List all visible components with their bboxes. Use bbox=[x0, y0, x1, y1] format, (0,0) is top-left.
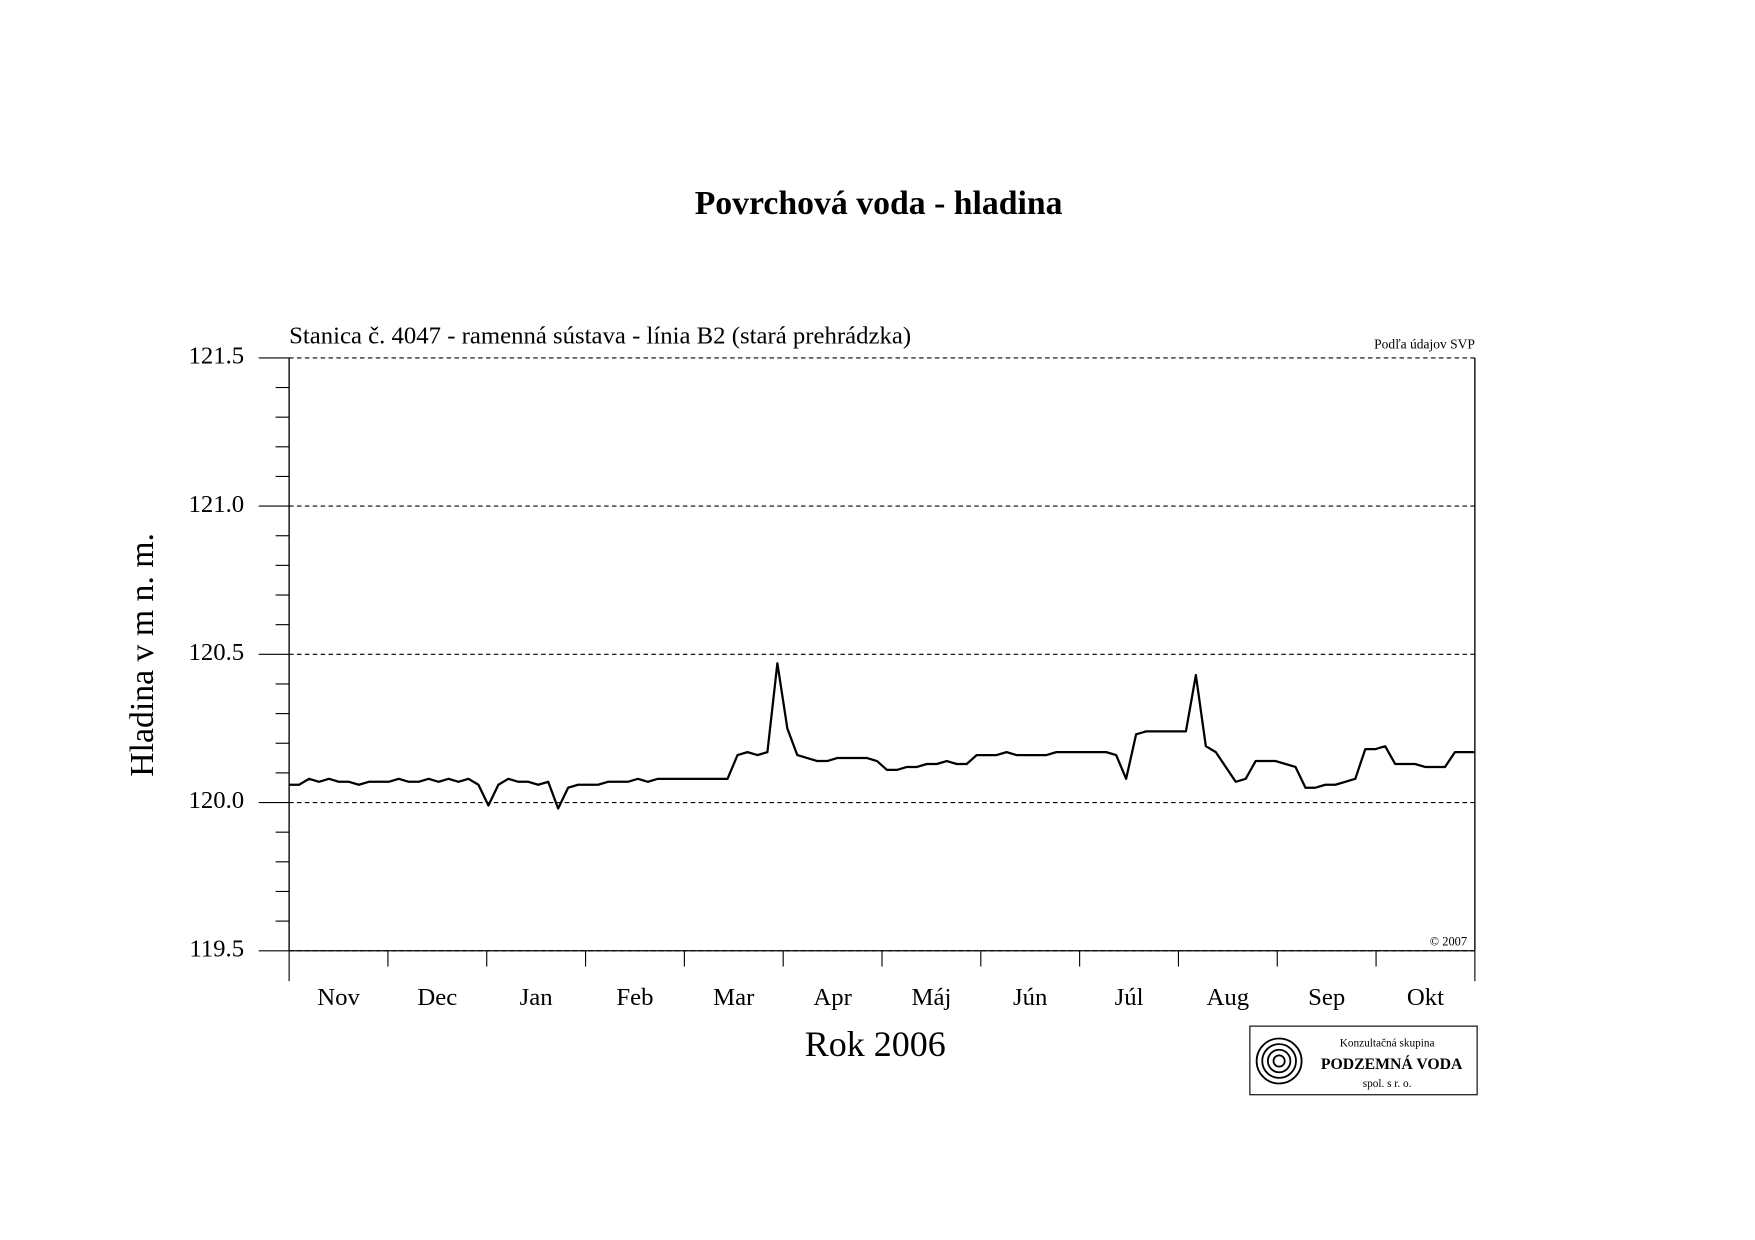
x-tick-label: Mar bbox=[713, 984, 755, 1011]
y-tick-label: 120.0 bbox=[188, 787, 244, 814]
y-tick-label: 119.5 bbox=[189, 935, 244, 962]
y-tick-label: 121.0 bbox=[188, 491, 244, 518]
data-line bbox=[289, 662, 1475, 810]
logo-text: Konzultačná skupina bbox=[1340, 1038, 1435, 1050]
x-tick-label: Dec bbox=[417, 984, 457, 1011]
x-tick-label: Nov bbox=[317, 984, 360, 1011]
x-tick-label: Aug bbox=[1207, 984, 1250, 1011]
x-tick-label: Okt bbox=[1407, 984, 1444, 1011]
source-note: Podľa údajov SVP bbox=[1374, 337, 1475, 352]
x-tick-label: Júl bbox=[1115, 984, 1144, 1011]
logo-frame bbox=[1249, 1025, 1478, 1096]
x-tick-label: Jan bbox=[520, 984, 553, 1011]
x-axis-label: Rok 2006 bbox=[805, 1024, 946, 1064]
x-tick-label: Jún bbox=[1013, 984, 1047, 1011]
chart-title: Povrchová voda - hladina bbox=[695, 185, 1063, 222]
logo-icon bbox=[1255, 1037, 1303, 1085]
y-tick-label: 120.5 bbox=[188, 639, 244, 666]
x-tick-label: Máj bbox=[911, 984, 951, 1011]
logo-text: PODZEMNÁ VODA bbox=[1321, 1054, 1463, 1073]
y-tick-label: 121.5 bbox=[188, 343, 244, 370]
y-axis-label: Hladina v m n. m. bbox=[124, 533, 161, 777]
copyright: © 2007 bbox=[1430, 935, 1467, 949]
logo-text: spol. s r. o. bbox=[1363, 1078, 1412, 1090]
x-tick-label: Apr bbox=[813, 984, 852, 1011]
logo: Konzultačná skupina PODZEMNÁ VODA spol. … bbox=[1249, 1025, 1478, 1096]
x-tick-label: Feb bbox=[616, 984, 653, 1011]
subtitle: Stanica č. 4047 - ramenná sústava - líni… bbox=[289, 322, 911, 349]
x-tick-label: Sep bbox=[1308, 984, 1345, 1011]
